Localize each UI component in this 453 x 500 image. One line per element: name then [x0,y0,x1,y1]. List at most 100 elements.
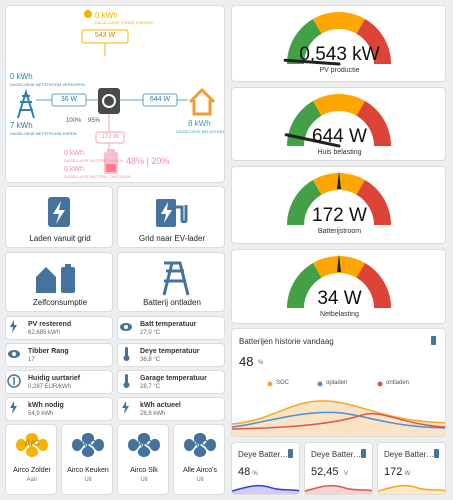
action-button[interactable]: Batterij ontladen [117,252,225,312]
icon [287,171,391,225]
icon [122,401,129,414]
grid-import-label: DAGELIJKSE NETSTROOM KOPEN [10,131,77,136]
sensor-name: kWh actueel [140,402,181,409]
icon [378,449,445,494]
battery-charge-label: DAGELIJKSE BATTERIJ LADEN [64,158,123,163]
sensor-tile[interactable]: Garage temperatuur 28,7 °C [117,370,225,394]
history-unit: % [258,360,264,366]
sensor-name: PV resterend [28,321,72,328]
sensor-tile[interactable]: kWh nodig 54,9 kWh [5,397,113,421]
battery-value: 172 [384,466,403,478]
sensor-value: 36,8 °C [140,357,161,363]
icon [123,374,130,388]
gauge-value: 644 W [312,126,367,147]
battery-power: 172 W [101,134,119,140]
icon [16,433,48,457]
airco-badge: A/C [80,438,96,448]
gauge-value: 172 W [312,205,367,226]
icon [284,94,391,148]
sensor-value: 54,9 kWh [28,411,54,417]
sensor-tile[interactable]: Huidig uurtarief 0,287 EUR/kWh [5,370,113,394]
sensor-name: Tibber Rang [28,348,69,355]
icon [305,449,372,494]
icon [162,261,190,296]
action-button[interactable]: Zelfconsumptie [5,252,113,312]
airco-name: Airco Keuken [67,467,109,474]
button-label: Laden vanuit grid [29,234,91,243]
battery-card: Deye Batter… 172 W [377,442,446,495]
sensor-tile[interactable]: Deye temperatuur 36,8 °C [117,343,225,367]
airco-name: Airco Zolder [13,467,51,474]
power-flow-card: 0 kWh DAGELIJKSE ZONNE ENERGIE 543 W 0 k… [5,5,225,183]
airco-badge: A/C [136,438,152,448]
airco-name: Airco Slk [130,467,158,474]
gauge-card: 644 W Huis belasting [231,87,446,161]
sensor-name: kWh nodig [28,402,64,409]
icon [184,433,216,457]
sensor-name: Huidig uurtarief [28,375,81,382]
sensor-tile[interactable]: PV resterend 62,685 kWh [5,316,113,340]
airco-state: Uit [84,477,92,483]
battery-unit: % [252,471,258,477]
history-card: Batterijen historie vandaag 48 % SOC opl… [231,328,446,437]
grid-power: 36 W [60,96,78,103]
gauge-value: 34 W [317,288,362,309]
action-button[interactable]: Grid naar EV-lader [117,186,225,248]
icon [7,374,21,388]
airco-name: Alle Airco's [182,467,217,474]
icon [287,254,391,308]
airco-tile[interactable]: A/C Airco Zolder Aan [5,424,57,495]
gauge-card: 172 W Batterijstroom [231,166,446,244]
sensor-tile[interactable]: Tibber Rang 17 [5,343,113,367]
airco-state: Uit [196,477,204,483]
ratio: 100% [66,118,82,124]
solar-energy: 0 kWh [95,11,118,20]
load-label: DAGELIJKSE BELASTING [176,129,225,134]
battery-name: Deye Batter… [384,450,435,459]
icon [123,347,130,361]
airco-badge: A/C [24,438,40,448]
load-energy: 8 kWh [188,119,211,128]
gauge-card: 0,543 kW PV productie [231,5,446,82]
action-button[interactable]: Laden vanuit grid [5,186,113,248]
airco-tile[interactable]: A/C Airco Keuken Uit [61,424,113,495]
sensor-name: Deye temperatuur [140,348,200,355]
history-value: 48 [239,354,254,369]
icon [36,264,75,293]
airco-state: Uit [140,477,148,483]
sensor-name: Garage temperatuur [140,375,207,382]
airco-state: Aan [26,477,38,483]
load-power: 644 W [149,96,171,103]
icon [48,197,70,227]
battery-name: Deye Batter… [311,450,362,459]
sensor-value: 28,7 °C [140,384,161,390]
solar-power: 543 W [94,32,116,39]
ratio: 95% [88,118,101,124]
icon [120,323,132,331]
sensor-value: 28,8 kWh [140,411,166,417]
battery-discharge: 0 kWh [64,166,84,173]
legend-entry: ontladen [386,380,410,386]
gauge-name: Batterijstroom [317,228,362,235]
icon [10,401,17,414]
button-label: Zelfconsumptie [32,298,88,307]
icon [156,199,188,227]
battery-unit: V [344,471,349,477]
sensor-name: Batt temperatuur [140,321,197,328]
airco-badge: A/C [192,438,208,448]
icon [72,433,104,457]
airco-tile[interactable]: A/C Alle Airco's Uit [173,424,225,495]
battery-discharge-label: DAGELIJKSE BATTERIJ ONTLADEN [64,174,132,179]
gauge-card: 34 W Netbelasting [231,249,446,324]
solar-label: DAGELIJKSE ZONNE ENERGIE [95,20,154,25]
inverter-icon [98,88,120,114]
sensor-tile[interactable]: kWh actueel 28,8 kWh [117,397,225,421]
history-title: Batterijen historie vandaag [239,337,334,346]
airco-tile[interactable]: A/C Airco Slk Uit [117,424,169,495]
icon [232,449,299,494]
sensor-tile[interactable]: Batt temperatuur 27,0 °C [117,316,225,340]
battery-value: 48 [238,466,251,478]
sensor-value: 17 [28,357,35,363]
battery-card: Deye Batter… 52,45 V [304,442,373,495]
battery-soc: 48% | 20% [126,156,170,166]
